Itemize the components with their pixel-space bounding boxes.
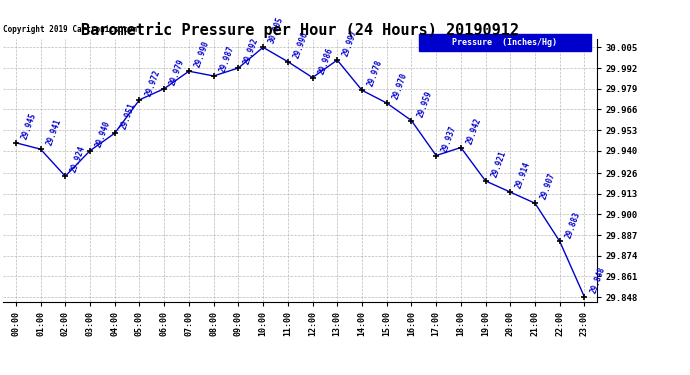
Text: 29.997: 29.997 xyxy=(342,29,359,58)
Text: 29.945: 29.945 xyxy=(20,111,38,141)
Text: 29.970: 29.970 xyxy=(391,72,408,101)
Text: Pressure  (Inches/Hg): Pressure (Inches/Hg) xyxy=(453,38,558,47)
Text: 29.996: 29.996 xyxy=(292,30,310,60)
Text: 29.959: 29.959 xyxy=(415,89,433,118)
Text: 29.914: 29.914 xyxy=(515,161,533,190)
Text: 29.848: 29.848 xyxy=(589,266,607,295)
Text: 29.907: 29.907 xyxy=(539,172,557,201)
Text: 29.924: 29.924 xyxy=(70,145,88,174)
Title: Barometric Pressure per Hour (24 Hours) 20190912: Barometric Pressure per Hour (24 Hours) … xyxy=(81,22,519,38)
Text: 29.921: 29.921 xyxy=(490,150,508,179)
Text: 29.883: 29.883 xyxy=(564,210,582,239)
FancyBboxPatch shape xyxy=(419,34,591,51)
Text: 29.942: 29.942 xyxy=(465,116,483,146)
Text: 29.992: 29.992 xyxy=(242,37,260,66)
Text: 29.979: 29.979 xyxy=(168,57,186,87)
Text: 29.972: 29.972 xyxy=(144,69,161,98)
Text: 29.937: 29.937 xyxy=(440,124,458,153)
Text: 29.978: 29.978 xyxy=(366,59,384,88)
Text: 29.990: 29.990 xyxy=(193,40,211,69)
Text: 29.986: 29.986 xyxy=(317,46,335,75)
Text: 29.987: 29.987 xyxy=(218,45,236,74)
Text: 29.940: 29.940 xyxy=(94,119,112,148)
Text: 30.005: 30.005 xyxy=(267,16,285,45)
Text: Copyright 2019 Cartronics.com: Copyright 2019 Cartronics.com xyxy=(3,25,137,34)
Text: 29.941: 29.941 xyxy=(45,118,63,147)
Text: 29.951: 29.951 xyxy=(119,102,137,131)
